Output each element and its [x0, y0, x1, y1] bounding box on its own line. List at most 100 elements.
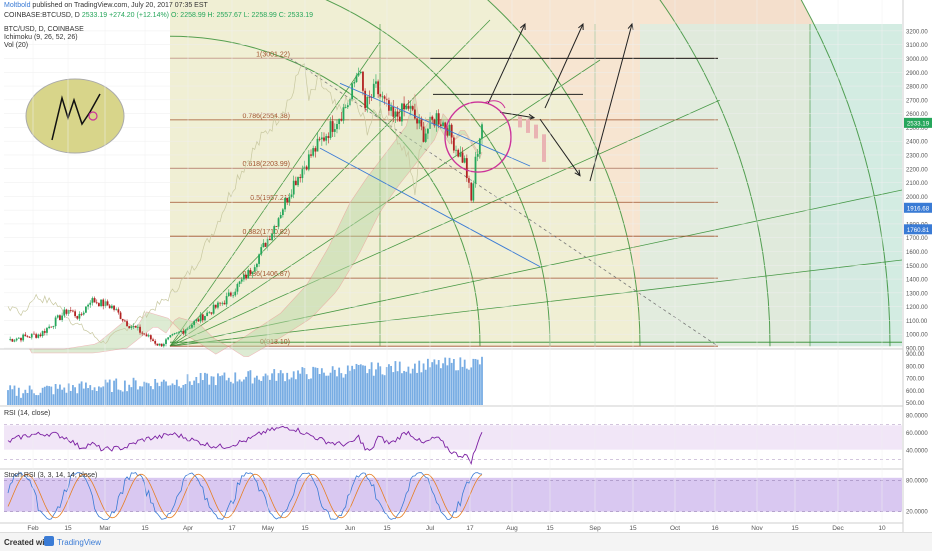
volume-bar	[414, 363, 416, 405]
x-tick-label: 16	[711, 525, 719, 532]
lagging-span	[7, 63, 427, 345]
volume-bar	[407, 366, 410, 405]
candle-body	[258, 254, 260, 264]
volume-bar	[191, 384, 193, 405]
candle-body	[188, 327, 191, 329]
volume-bar	[444, 357, 447, 405]
candle-body	[186, 328, 189, 330]
volume-bar	[145, 382, 148, 405]
candle-body	[87, 304, 89, 307]
rsi-tick-label: 80.0000	[906, 414, 928, 420]
candle-body	[206, 312, 209, 317]
ticker-line: COINBASE:BTCUSD, D 2533.19 +274.20 (+12.…	[4, 12, 313, 19]
candle-body	[403, 103, 405, 110]
volume-bar	[392, 372, 395, 405]
volume-bar	[43, 386, 46, 405]
candle-body	[15, 338, 18, 341]
projected-candle	[518, 116, 522, 128]
candle-body	[372, 83, 375, 98]
candle-body	[219, 302, 222, 304]
volume-bar	[95, 390, 98, 405]
volume-bar	[266, 375, 269, 405]
pattern-thumbnail-path	[51, 93, 101, 141]
volume-bar	[160, 381, 163, 405]
projection-arrow	[487, 23, 526, 105]
volume-bar	[396, 371, 399, 405]
candle-body	[182, 331, 185, 334]
volume-bar	[41, 387, 44, 405]
candle-body	[297, 177, 299, 186]
y-tick-label: 2600.00	[906, 112, 928, 118]
volume-bar	[366, 373, 369, 405]
volume-bar	[316, 367, 319, 405]
candle-body	[89, 302, 92, 305]
volume-bar	[375, 369, 377, 405]
candle-body	[355, 75, 358, 83]
volume-bar	[91, 390, 94, 405]
candle-body	[292, 180, 295, 195]
volume-bar	[232, 383, 234, 405]
x-tick-label: Mar	[99, 525, 111, 532]
candle-body	[401, 103, 403, 122]
y-tick-label: 1400.00	[906, 278, 928, 284]
volume-bar	[411, 368, 414, 405]
tradingview-brand[interactable]: TradingView	[57, 538, 102, 547]
volume-bar	[74, 387, 76, 405]
candle-body	[268, 238, 271, 241]
candle-body	[24, 334, 27, 337]
volume-bar	[182, 384, 185, 405]
candle-body	[392, 106, 395, 117]
x-tick-label: 10	[878, 525, 886, 532]
candle-body	[245, 274, 247, 279]
y-tick-label: 2000.00	[906, 195, 928, 201]
candle-body	[314, 148, 317, 152]
volume-bar	[193, 380, 196, 405]
candle-body	[43, 331, 46, 333]
gann-ray	[169, 259, 903, 347]
volume-bar	[54, 384, 57, 405]
gann-ray	[169, 41, 381, 347]
candle-body	[383, 96, 386, 99]
x-tick-label: Apr	[183, 525, 194, 532]
volume-bar	[117, 389, 120, 405]
volume-bar	[123, 380, 126, 405]
volume-bar	[206, 373, 209, 405]
x-tick-label: 17	[466, 525, 474, 532]
candle-body	[481, 124, 483, 139]
volume-bar	[418, 360, 421, 405]
candle-body	[74, 311, 76, 317]
candle-body	[175, 332, 178, 334]
stoch-k-line	[7, 472, 483, 520]
candle-body	[275, 226, 278, 227]
volume-bar	[108, 379, 111, 405]
candle-body	[442, 122, 444, 127]
volume-bar	[297, 370, 299, 405]
candle-body	[236, 284, 239, 292]
candle-body	[128, 326, 131, 328]
volume-bar	[431, 362, 434, 405]
volume-bar	[106, 382, 109, 405]
candle-body	[418, 119, 421, 124]
candle-body	[416, 118, 418, 124]
series-label: BTC/USD, D, COINBASE	[4, 26, 84, 33]
candle-body	[357, 73, 360, 76]
x-tick-label: Aug	[506, 525, 518, 532]
candle-body	[457, 149, 460, 157]
volume-bar	[113, 380, 115, 405]
candle-body	[437, 113, 440, 125]
candle-body	[353, 82, 356, 84]
volume-bar	[167, 385, 170, 405]
volume-bar	[320, 368, 323, 405]
volume-bar	[104, 379, 107, 405]
volume-bar	[355, 363, 358, 405]
candle-body	[134, 326, 137, 328]
gann-arc	[800, 0, 891, 347]
price-label-text: 1916.68	[907, 205, 930, 212]
candle-body	[180, 331, 183, 332]
volume-bar	[472, 358, 475, 405]
candle-body	[130, 326, 133, 328]
candle-body	[450, 124, 453, 138]
projection-arrow	[539, 118, 581, 176]
author-link[interactable]: Moltbold	[4, 2, 31, 9]
